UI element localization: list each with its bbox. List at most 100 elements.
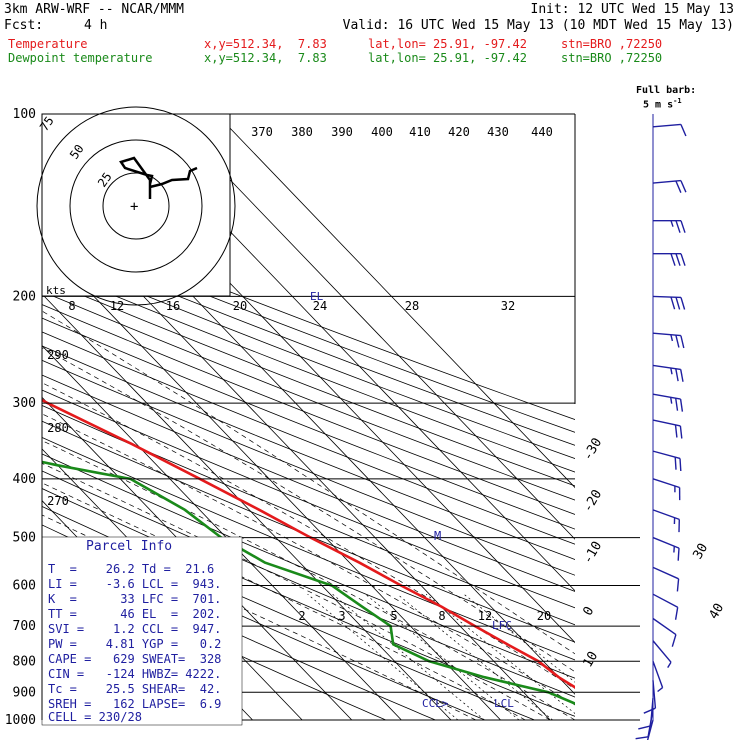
wind-barb-staff — [652, 536, 680, 549]
pressure-tick-label: 100 — [13, 107, 36, 122]
mixing-ratio-line — [425, 593, 575, 714]
lcl-marker: LCL — [494, 697, 514, 710]
parcel-row: LI = -3.6 LCL = 943. — [48, 577, 222, 591]
dry-adiabat-line — [42, 420, 575, 643]
wind-barb-staff — [652, 661, 664, 688]
pressure-tick-label: 900 — [13, 685, 36, 700]
isotherm-line — [42, 293, 452, 720]
isotherm-line — [166, 114, 575, 540]
parcel-row: K = 33 LFC = 701. — [48, 592, 222, 606]
dry-adiabat-line — [42, 317, 575, 530]
isotherm-line — [42, 396, 353, 720]
m-marker: M — [434, 529, 441, 543]
hodograph-ring-label: 25 — [95, 170, 115, 190]
theta-label: 270 — [47, 494, 69, 508]
mixing-ratio-line — [463, 593, 575, 683]
wind-barb-flag — [675, 398, 679, 411]
wind-barb-staff — [652, 566, 679, 580]
theta-label: 390 — [331, 125, 353, 139]
mixing-ratio-label: 20 — [233, 299, 247, 313]
wind-barb-half — [670, 397, 673, 404]
mixing-ratio-label: 8 — [438, 609, 445, 623]
moist-adiabat-line — [42, 310, 575, 655]
parcel-row: SVI = 1.2 CCL = 947. — [48, 622, 222, 636]
dry-adiabat-line — [42, 436, 575, 661]
wind-barb-half — [670, 367, 673, 375]
wind-barb-flag — [675, 297, 681, 310]
dry-adiabat-line — [42, 374, 575, 592]
wind-barb-staff — [652, 295, 682, 299]
wind-barb-flag — [675, 220, 681, 233]
wind-barb-flag — [680, 124, 687, 137]
legend-dewpoint-name: Dewpoint temperature — [8, 51, 153, 65]
wind-barb-staff — [646, 719, 654, 740]
wind-barb-flag — [677, 548, 680, 561]
isotherm-label: 0 — [580, 604, 597, 618]
wind-barb-flag — [674, 457, 677, 470]
wind-barb-half — [657, 687, 664, 693]
parcel-row: TT = 46 EL = 202. — [48, 607, 222, 621]
model-title: 3km ARW-WRF -- NCAR/MMM — [4, 2, 185, 17]
moist-adiabat-line — [42, 347, 575, 673]
pressure-tick-label: 500 — [13, 531, 36, 546]
pressure-tick-label: 800 — [13, 654, 36, 669]
parcel-info-frame — [41, 536, 243, 726]
theta-label: 280 — [47, 421, 69, 435]
legend-dewpoint-latlon: lat,lon= 25.91, -97.42 — [368, 51, 527, 65]
legend-temperature-xy: x,y=512.34, 7.83 — [204, 37, 327, 51]
temperature-line — [42, 398, 575, 689]
barb-legend-unit: 5 m s-1 — [643, 97, 682, 111]
wind-barb-half — [670, 334, 674, 342]
mixing-ratio-line — [307, 593, 459, 720]
wind-barb-flag — [675, 368, 679, 382]
parcel-row: CIN = -124 HWBZ= 4222. — [48, 667, 222, 681]
isotherm-label: 10 — [580, 649, 601, 670]
wind-barb-staff — [652, 419, 681, 427]
pressure-tick-label: 200 — [13, 289, 36, 304]
legend-temperature-name: Temperature — [8, 37, 88, 51]
parcel-row: PW = 4.81 YGP = 0.2 — [48, 637, 222, 651]
pressure-tick-label: 600 — [13, 579, 36, 594]
mixing-ratio-label: 24 — [313, 299, 327, 313]
theta-label: 400 — [371, 125, 393, 139]
dry-adiabat-line — [42, 359, 575, 576]
wind-barb-staff — [652, 617, 677, 636]
wind-barb-flag — [680, 369, 684, 382]
theta-label: 440 — [531, 125, 553, 139]
fcst-label: Fcst: — [4, 18, 44, 33]
dry-adiabat-line — [42, 470, 575, 698]
mixing-ratio-label: 16 — [166, 299, 180, 313]
hodograph-ring — [69, 139, 203, 273]
wind-barb-flag — [675, 335, 680, 348]
dry-adiabat-line — [42, 252, 575, 460]
mixing-ratio-label: 12 — [478, 609, 492, 623]
theta-label: 420 — [448, 125, 470, 139]
wind-barb-flag — [638, 725, 651, 730]
wind-barb-flag — [680, 220, 686, 233]
wind-barb-flag — [679, 399, 684, 412]
wind-barb-flag — [675, 253, 681, 266]
barb-legend-title: Full barb: — [636, 85, 697, 96]
wind-barb-staff — [652, 123, 681, 128]
moist-adiabat-line — [42, 514, 476, 720]
hodograph-units-label: kts — [46, 284, 66, 297]
dewpoint-line — [42, 460, 575, 705]
mixing-ratio-label: 5 — [390, 609, 397, 623]
mixing-ratio-label: 8 — [68, 299, 75, 313]
wind-barb-staff — [652, 478, 680, 489]
theta-label: 290 — [47, 348, 69, 362]
pressure-tick-label: 700 — [13, 619, 36, 634]
isotherm-label: 30 — [690, 541, 711, 562]
theta-label: 370 — [251, 125, 273, 139]
el-marker: EL — [310, 290, 324, 303]
dry-adiabat-line — [42, 331, 575, 545]
wind-barb-flag — [670, 253, 676, 266]
wind-barb-staff — [652, 593, 679, 608]
legend-temperature-latlon: lat,lon= 25.91, -97.42 — [368, 37, 527, 51]
mixing-ratio-label: 3 — [338, 609, 345, 623]
dry-adiabat-line — [42, 404, 575, 626]
wind-barb-flag — [680, 180, 687, 193]
dry-adiabat-line — [42, 290, 575, 501]
mixing-ratio-label: 28 — [405, 299, 419, 313]
wind-barb-flag — [670, 296, 676, 310]
